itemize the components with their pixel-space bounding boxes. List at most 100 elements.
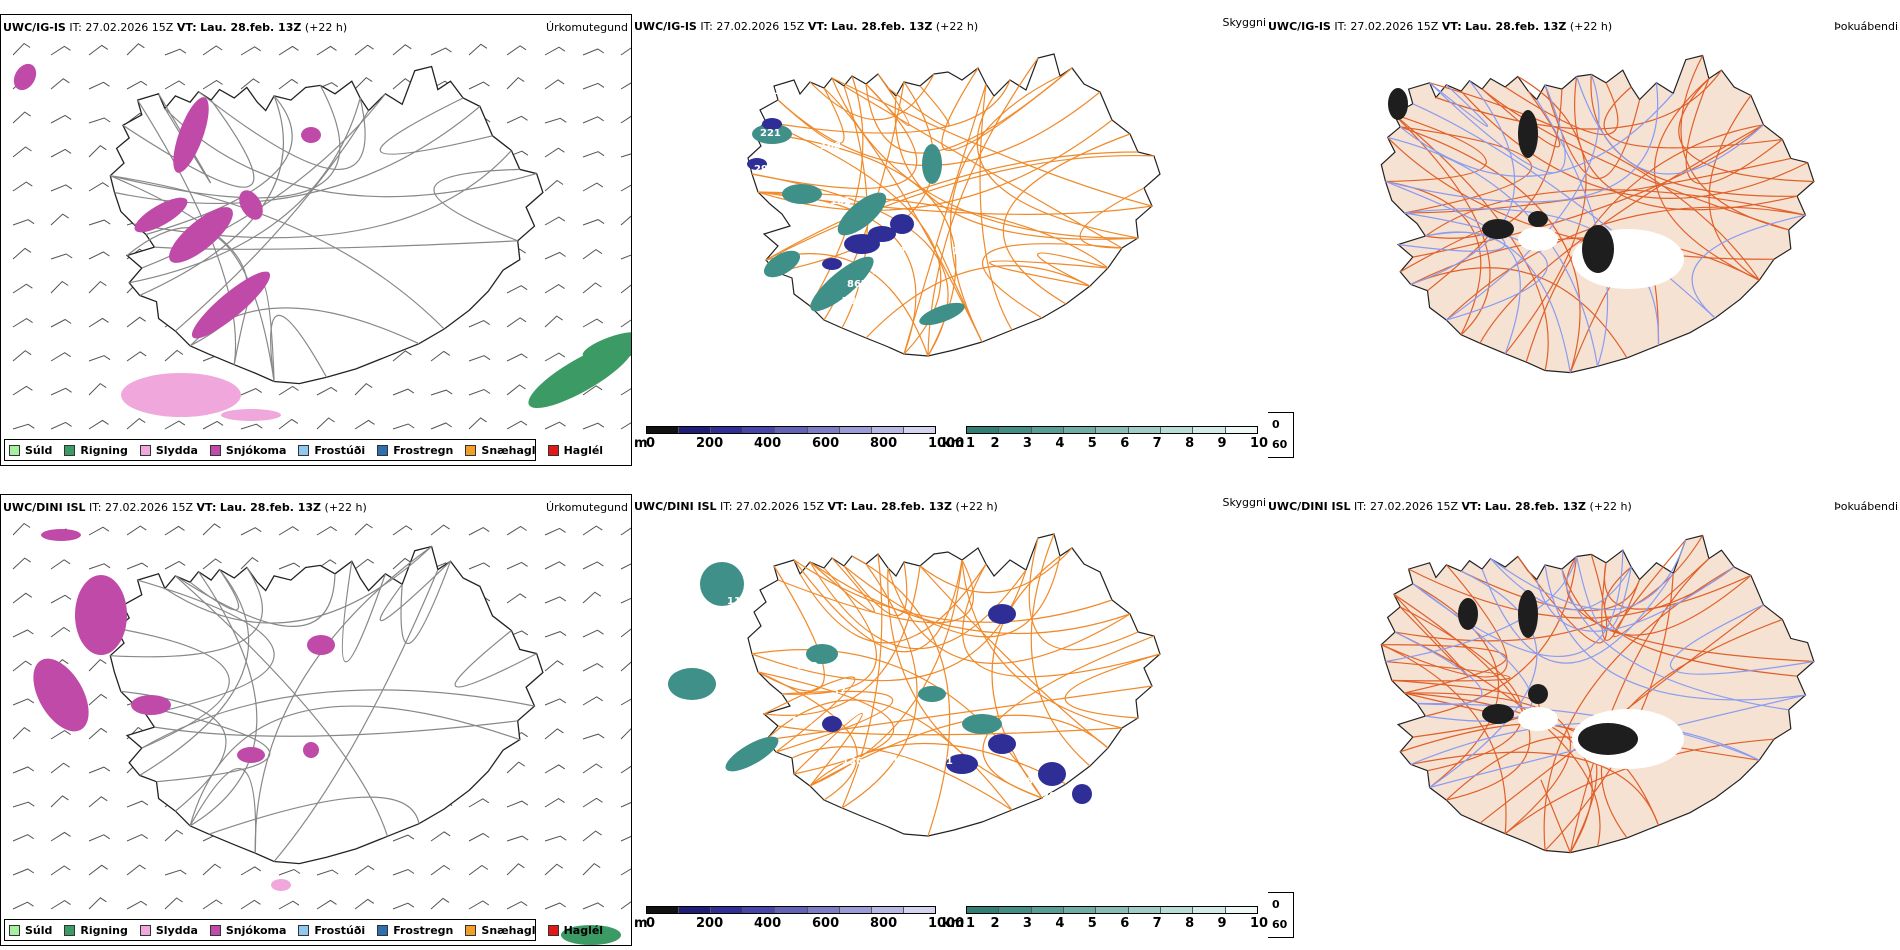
low-cloud-base-area xyxy=(988,604,1016,624)
wind-barb xyxy=(354,76,373,90)
visibility-title: Skyggni xyxy=(1222,496,1266,509)
init-time-label: IT: xyxy=(700,20,713,33)
snow-area xyxy=(169,207,233,263)
wind-barb xyxy=(126,900,148,910)
wind-barb xyxy=(392,525,413,536)
road xyxy=(1037,252,1109,287)
wind-barb xyxy=(392,902,415,910)
wind-barb xyxy=(582,733,605,740)
cloud-base-value: 20 xyxy=(1042,791,1056,802)
wind-barb xyxy=(544,46,566,56)
wind-barb xyxy=(582,629,604,638)
wind-barb xyxy=(202,45,223,56)
wind-barb xyxy=(12,219,35,226)
wind-barb xyxy=(12,146,32,158)
wind-barb xyxy=(620,901,631,910)
valid-time: Lau. 28.feb. 13Z xyxy=(219,501,322,514)
road xyxy=(1504,82,1619,136)
wind-barb xyxy=(582,82,605,90)
road xyxy=(1399,92,1674,177)
cloud-base-value: 160 xyxy=(820,141,841,152)
wind-barb xyxy=(164,48,187,56)
wind-barb xyxy=(544,421,566,430)
legend-label: Frostúði xyxy=(314,923,366,937)
road xyxy=(1393,593,1469,677)
wind-barb xyxy=(12,629,34,638)
wind-barb xyxy=(468,562,491,570)
low-cloud-base-area xyxy=(822,716,842,732)
road xyxy=(1394,631,1483,706)
cloud-base-value: 221 xyxy=(760,128,781,139)
colorbar-strip xyxy=(646,426,936,434)
snow xyxy=(33,529,335,763)
wind-barb xyxy=(50,559,71,570)
wind-barb xyxy=(50,253,73,260)
legend-label: Rigning xyxy=(80,923,128,937)
colorbar-segment xyxy=(1160,907,1194,913)
colorbar-tick-label: 1 xyxy=(966,436,976,451)
wind-barb xyxy=(126,351,147,362)
colorbar-segment xyxy=(807,907,840,913)
colorbar-segment xyxy=(1096,427,1129,433)
low-cloud-base-area xyxy=(844,234,880,254)
road xyxy=(1544,564,1806,701)
wind-barb xyxy=(126,864,146,876)
wind-barb xyxy=(12,111,31,124)
wind-barb xyxy=(620,47,631,56)
road xyxy=(1028,537,1139,651)
rain-area xyxy=(528,341,631,409)
wind-barb xyxy=(88,117,111,124)
wind-barb xyxy=(50,213,69,226)
rain xyxy=(528,332,631,409)
colorbar-segment xyxy=(1160,427,1194,433)
wind-barb xyxy=(88,317,109,328)
legend-item: Haglél xyxy=(547,924,603,937)
colorbar-segment xyxy=(839,427,872,433)
legend-item: Snæhagl xyxy=(465,924,536,937)
wind-barb xyxy=(506,115,528,124)
road xyxy=(341,561,386,663)
road xyxy=(1064,653,1161,719)
wind-barb xyxy=(468,81,490,90)
road xyxy=(809,561,1131,635)
road xyxy=(254,546,432,854)
colorbar-tick-label: 800 xyxy=(870,436,898,451)
colorbar-tick-label: 10 xyxy=(1250,916,1268,931)
low-cloud-base-area xyxy=(747,158,767,170)
road xyxy=(903,83,987,355)
road xyxy=(198,91,366,171)
colorbar-segment xyxy=(743,907,776,913)
wind-barb xyxy=(468,527,490,536)
road xyxy=(809,557,875,613)
wind-barb xyxy=(582,663,604,672)
road xyxy=(1425,231,1521,354)
wind-barb xyxy=(430,864,451,876)
wind-barb xyxy=(88,563,111,570)
wind-barb xyxy=(620,254,631,260)
snow-area xyxy=(191,271,271,339)
cloud-base-value: 867 xyxy=(847,279,868,290)
road xyxy=(400,560,452,645)
legend-item: Snæhagl xyxy=(465,444,536,457)
road xyxy=(777,559,974,624)
legend-swatch xyxy=(209,444,221,456)
wind-barb xyxy=(506,561,528,570)
wind-barb xyxy=(88,355,111,362)
road xyxy=(1412,124,1764,258)
legend-item: Haglél xyxy=(547,443,604,457)
colorbar-tick-label: 600 xyxy=(812,436,840,451)
road xyxy=(823,87,983,343)
cloud-base-value: 196 xyxy=(1012,776,1033,787)
legend-label: Haglél xyxy=(563,443,604,457)
model-name: UWC/IG-IS xyxy=(1268,20,1331,33)
road xyxy=(1536,566,1735,632)
colorbar-segment xyxy=(647,427,680,433)
colorbar-tick-label: 1 xyxy=(966,916,976,931)
wind-barb xyxy=(278,526,299,536)
fog-signal-area xyxy=(1482,219,1514,239)
wind-barb xyxy=(88,280,107,294)
wind-barb xyxy=(430,897,450,910)
road xyxy=(154,720,518,737)
precip-type-legend: Súld Rigning Slydda Snjókoma Frostúði Frostre… xyxy=(4,439,603,461)
colorbar-unit: m xyxy=(634,436,648,451)
